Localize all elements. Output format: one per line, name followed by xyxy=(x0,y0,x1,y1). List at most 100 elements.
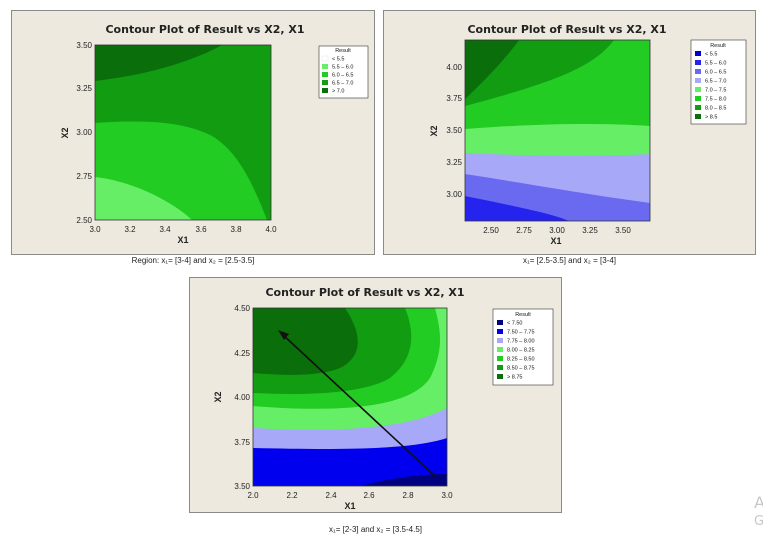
legend-swatch xyxy=(497,329,503,334)
x-tick: 3.50 xyxy=(615,226,631,235)
x-tick: 3.4 xyxy=(159,225,171,234)
y-tick: 2.50 xyxy=(76,216,92,225)
legend-swatch xyxy=(695,105,701,110)
arrow-marker xyxy=(278,330,437,478)
legend-swatch xyxy=(695,114,701,119)
legend-label: 6.0 – 6.5 xyxy=(332,73,353,79)
watermark-letter: A xyxy=(754,493,763,512)
x-tick: 2.2 xyxy=(286,491,298,500)
chart-title: Contour Plot of Result vs X2, X1 xyxy=(105,23,304,36)
region-5.5-6.0 xyxy=(465,196,569,221)
x-tick: 3.00 xyxy=(549,226,565,235)
y-tick: 4.50 xyxy=(234,304,250,313)
x-tick: 2.6 xyxy=(363,491,375,500)
y-tick: 3.25 xyxy=(446,158,462,167)
watermark-letter: G xyxy=(754,514,763,529)
y-tick: 3.50 xyxy=(446,126,462,135)
legend-swatch xyxy=(695,96,701,101)
legend: Result < 5.5 5.5 – 6.0 6.0 – 6.5 6.5 – 7… xyxy=(318,45,369,99)
x-ticks: 2.50 2.75 3.00 3.25 3.50 xyxy=(483,226,631,235)
legend-title: Result xyxy=(335,48,351,54)
contour-regions xyxy=(95,45,271,220)
caption-2: x₁= [2.5-3.5] and x₂ = [3-4] xyxy=(523,256,616,265)
caption-3: x₁= [2-3] and x₂ = [3.5-4.5] xyxy=(329,525,422,534)
legend-swatch xyxy=(322,88,328,93)
x-axis-label: X1 xyxy=(177,235,188,245)
legend-label: 8.0 – 8.5 xyxy=(705,106,726,112)
legend-swatch xyxy=(695,87,701,92)
plot-frame xyxy=(464,39,651,222)
contour-regions xyxy=(465,40,650,221)
y-tick: 3.50 xyxy=(234,482,250,491)
legend-title: Result xyxy=(710,43,726,49)
x-tick: 2.0 xyxy=(247,491,259,500)
chart-title: Contour Plot of Result vs X2, X1 xyxy=(467,23,666,36)
legend-label: < 7.50 xyxy=(507,321,522,327)
direction-arrow-line xyxy=(281,333,437,478)
legend: Result < 7.50 7.50 – 7.75 7.75 – 8.00 8.… xyxy=(492,308,554,386)
y-axis-label: X2 xyxy=(429,125,439,136)
x-tick: 3.0 xyxy=(441,491,453,500)
region-gt-7.0 xyxy=(95,45,222,81)
legend-swatch xyxy=(497,347,503,352)
legend-swatch xyxy=(695,60,701,65)
legend-label: 6.5 – 7.0 xyxy=(332,81,353,87)
legend-swatch xyxy=(497,365,503,370)
legend-label: 8.25 – 8.50 xyxy=(507,357,535,363)
legend-label: 7.5 – 8.0 xyxy=(705,97,726,103)
legend-label: 7.50 – 7.75 xyxy=(507,330,535,336)
y-tick: 3.75 xyxy=(234,438,250,447)
legend-label: 5.5 – 6.0 xyxy=(705,61,726,67)
legend-label: > 8.75 xyxy=(507,375,522,381)
legend-label: > 7.0 xyxy=(332,89,344,95)
x-tick: 2.75 xyxy=(516,226,532,235)
legend-swatch xyxy=(497,356,503,361)
legend-label: 6.5 – 7.0 xyxy=(705,79,726,85)
legend-swatch xyxy=(322,64,328,69)
y-axis-label: X2 xyxy=(213,391,223,402)
x-axis-label: X1 xyxy=(550,236,561,246)
y-ticks: 2.50 2.75 3.00 3.25 3.50 xyxy=(76,41,92,225)
legend-label: > 8.5 xyxy=(705,115,717,121)
x-tick: 2.50 xyxy=(483,226,499,235)
y-tick: 3.00 xyxy=(76,128,92,137)
region-lt-7.50 xyxy=(360,474,447,486)
chart-title: Contour Plot of Result vs X2, X1 xyxy=(265,286,464,299)
y-ticks: 3.50 3.75 4.00 4.25 4.50 xyxy=(234,304,250,491)
legend-label: < 5.5 xyxy=(705,52,717,58)
legend: Result < 5.5 5.5 – 6.0 6.0 – 6.5 6.5 – 7… xyxy=(690,39,747,125)
legend-label: < 5.5 xyxy=(332,57,344,63)
caption-1: Region: x₁= [3-4] and x₂ = [2.5-3.5] xyxy=(131,256,255,265)
legend-swatch xyxy=(695,51,701,56)
region-gt-8.75 xyxy=(253,308,358,375)
legend-label: 5.5 – 6.0 xyxy=(332,65,353,71)
legend-swatch xyxy=(497,374,503,379)
legend-label: 8.00 – 8.25 xyxy=(507,348,535,354)
legend-swatch xyxy=(695,69,701,74)
legend-title: Result xyxy=(515,312,531,318)
legend-swatch xyxy=(322,80,328,85)
x-tick: 3.25 xyxy=(582,226,598,235)
x-tick: 4.0 xyxy=(265,225,277,234)
y-axis-label: X2 xyxy=(60,127,70,138)
y-tick: 3.50 xyxy=(76,41,92,50)
x-ticks: 2.0 2.2 2.4 2.6 2.8 3.0 xyxy=(247,491,453,500)
y-tick: 3.75 xyxy=(446,94,462,103)
x-axis-label: X1 xyxy=(344,501,355,511)
contour-chart-2: Contour Plot of Result vs X2, X1 2.50 2.… xyxy=(429,23,747,246)
legend-swatch xyxy=(322,72,328,77)
y-ticks: 3.00 3.25 3.50 3.75 4.00 xyxy=(446,63,462,199)
plot-frame xyxy=(94,44,272,221)
x-tick: 2.8 xyxy=(402,491,414,500)
legend-swatch xyxy=(695,78,701,83)
chart-panel-3: Contour Plot of Result vs X2, X1 2.0 2.2… xyxy=(189,277,562,513)
y-tick: 3.25 xyxy=(76,84,92,93)
direction-arrow-head xyxy=(278,330,289,340)
chart-panel-1: Contour Plot of Result vs X2, X1 3.0 3.2… xyxy=(11,10,375,255)
x-ticks: 3.0 3.2 3.4 3.6 3.8 4.0 xyxy=(89,225,277,234)
contour-chart-3: Contour Plot of Result vs X2, X1 2.0 2.2… xyxy=(213,286,554,511)
y-tick: 4.25 xyxy=(234,349,250,358)
contour-chart-1: Contour Plot of Result vs X2, X1 3.0 3.2… xyxy=(60,23,369,245)
x-tick: 3.8 xyxy=(230,225,242,234)
region-gt-8.5 xyxy=(465,40,519,99)
